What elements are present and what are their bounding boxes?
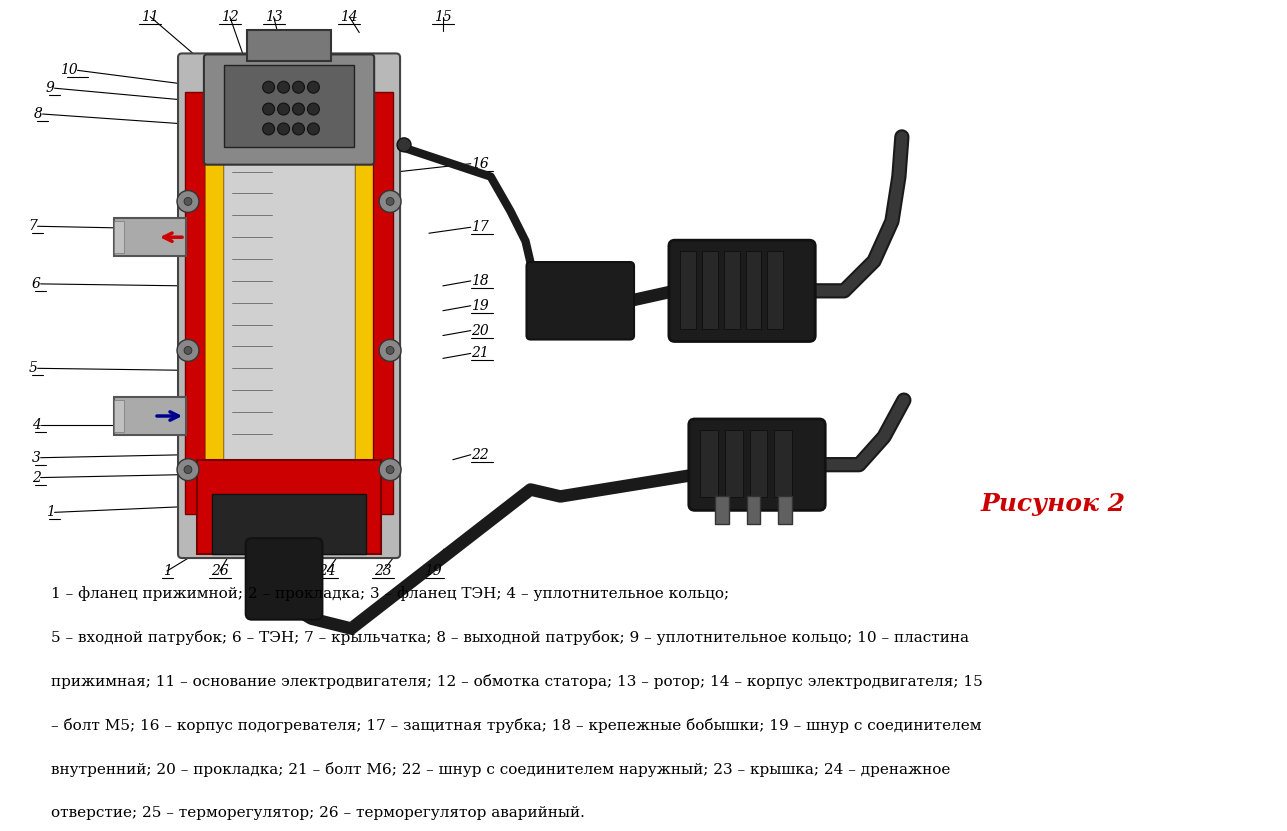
Bar — [212, 494, 367, 554]
Text: 8: 8 — [33, 107, 42, 121]
Bar — [355, 92, 373, 514]
Circle shape — [184, 347, 192, 354]
Circle shape — [178, 459, 199, 480]
Text: 21: 21 — [471, 347, 489, 361]
Text: 1 – фланец прижимной; 2 – прокладка; 3 – фланец ТЭН; 4 – уплотнительное кольцо;: 1 – фланец прижимной; 2 – прокладка; 3 –… — [51, 586, 730, 601]
Circle shape — [398, 138, 411, 152]
FancyBboxPatch shape — [689, 419, 825, 510]
FancyBboxPatch shape — [246, 538, 322, 620]
Bar — [749, 430, 767, 498]
Text: 5 – входной патрубок; 6 – ТЭН; 7 – крыльчатка; 8 – выходной патрубок; 9 – уплотн: 5 – входной патрубок; 6 – ТЭН; 7 – крыль… — [51, 630, 969, 645]
Circle shape — [380, 340, 402, 361]
Circle shape — [380, 190, 402, 213]
Text: внутренний; 20 – прокладка; 21 – болт М6; 22 – шнур с соединителем наружный; 23 : внутренний; 20 – прокладка; 21 – болт М6… — [51, 762, 951, 777]
Text: 17: 17 — [471, 220, 489, 234]
Bar — [600, 268, 611, 332]
Text: 25: 25 — [256, 564, 274, 578]
Circle shape — [308, 103, 319, 115]
Text: 18: 18 — [471, 274, 489, 288]
Bar — [775, 430, 793, 498]
Circle shape — [278, 81, 290, 93]
Bar — [185, 92, 205, 514]
Bar — [725, 430, 743, 498]
Text: 12: 12 — [221, 10, 238, 24]
Circle shape — [386, 198, 394, 205]
Bar — [700, 430, 718, 498]
Circle shape — [308, 123, 319, 135]
Bar — [746, 496, 761, 524]
Circle shape — [292, 103, 305, 115]
Circle shape — [263, 103, 274, 115]
Bar — [614, 268, 625, 332]
Text: 22: 22 — [471, 448, 489, 462]
Text: 20: 20 — [471, 323, 489, 337]
Circle shape — [292, 123, 305, 135]
Bar — [587, 268, 597, 332]
Text: 26: 26 — [211, 564, 229, 578]
Circle shape — [308, 81, 319, 93]
Bar — [745, 251, 762, 328]
Text: 3: 3 — [32, 450, 41, 465]
Circle shape — [386, 465, 394, 474]
Circle shape — [278, 103, 290, 115]
Text: 5: 5 — [28, 361, 37, 376]
Bar — [224, 66, 354, 147]
Circle shape — [386, 347, 394, 354]
FancyBboxPatch shape — [526, 262, 634, 340]
Text: – болт М5; 16 – корпус подогревателя; 17 – защитная трубка; 18 – крепежные бобыш: – болт М5; 16 – корпус подогревателя; 17… — [51, 718, 982, 733]
Text: 19: 19 — [423, 564, 441, 578]
Circle shape — [263, 123, 274, 135]
Bar — [115, 219, 187, 256]
Circle shape — [184, 465, 192, 474]
Bar — [115, 397, 187, 435]
Circle shape — [278, 123, 290, 135]
Text: 7: 7 — [28, 219, 37, 234]
Text: 9: 9 — [45, 81, 54, 96]
Bar — [714, 496, 728, 524]
Text: 15: 15 — [434, 10, 452, 24]
FancyBboxPatch shape — [178, 53, 400, 558]
Bar — [723, 251, 740, 328]
Bar — [701, 251, 718, 328]
FancyBboxPatch shape — [669, 240, 815, 342]
Bar — [573, 268, 583, 332]
Text: 23: 23 — [375, 564, 393, 578]
Text: 2: 2 — [32, 470, 41, 484]
Bar — [197, 460, 381, 554]
Text: 19: 19 — [471, 298, 489, 312]
Circle shape — [178, 340, 199, 361]
Text: прижимная; 11 – основание электродвигателя; 12 – обмотка статора; 13 – ротор; 14: прижимная; 11 – основание электродвигате… — [51, 674, 983, 689]
Text: отверстие; 25 – терморегулятор; 26 – терморегулятор аварийный.: отверстие; 25 – терморегулятор; 26 – тер… — [51, 806, 586, 820]
Bar — [767, 251, 784, 328]
Circle shape — [380, 459, 402, 480]
Bar — [115, 221, 125, 253]
Text: 14: 14 — [340, 10, 358, 24]
Text: 1: 1 — [162, 564, 171, 578]
Text: 1: 1 — [45, 505, 54, 519]
Text: 11: 11 — [142, 10, 160, 24]
Text: Рисунок 2: Рисунок 2 — [981, 493, 1126, 516]
FancyBboxPatch shape — [203, 54, 375, 165]
Bar — [247, 30, 331, 61]
Bar — [223, 82, 355, 529]
Bar — [544, 268, 556, 332]
Text: 24: 24 — [318, 564, 336, 578]
Circle shape — [292, 81, 305, 93]
Bar — [205, 92, 223, 514]
Bar — [779, 496, 793, 524]
Bar — [530, 268, 542, 332]
Bar — [115, 400, 125, 432]
Bar — [680, 251, 696, 328]
Text: 4: 4 — [32, 418, 41, 432]
Circle shape — [263, 81, 274, 93]
Text: 10: 10 — [59, 63, 77, 77]
Text: 6: 6 — [32, 277, 41, 291]
Text: 13: 13 — [265, 10, 282, 24]
Bar — [373, 92, 393, 514]
Circle shape — [178, 190, 199, 213]
Circle shape — [184, 198, 192, 205]
Text: 16: 16 — [471, 157, 489, 170]
Bar — [559, 268, 569, 332]
